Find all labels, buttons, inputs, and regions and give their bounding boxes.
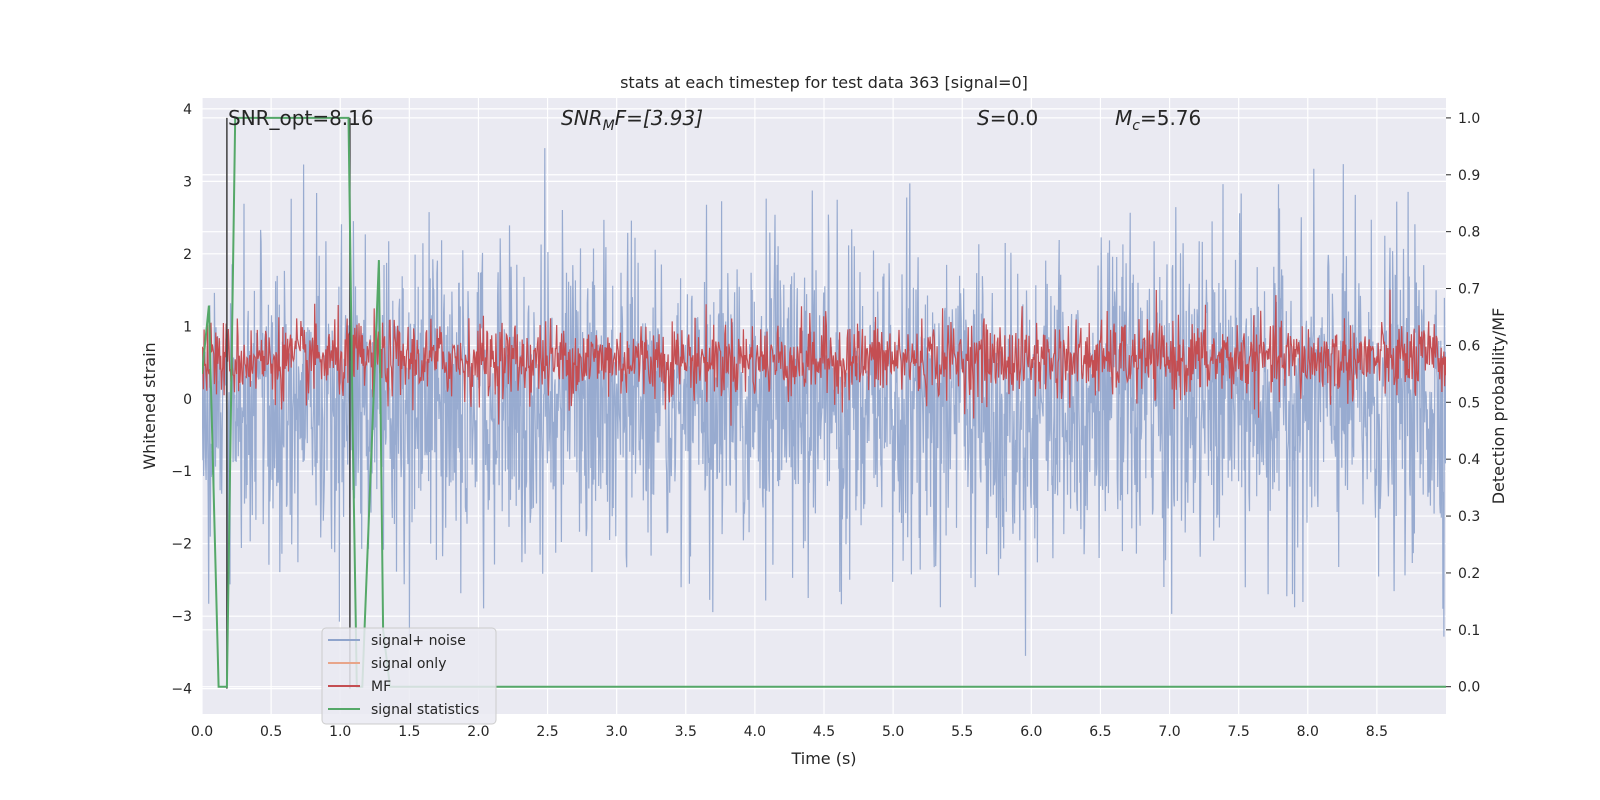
signal-statistics-series: [202, 116, 1446, 688]
snr-mf-sub: M: [603, 118, 615, 134]
y2-tick-label: 0.0: [1458, 680, 1480, 696]
x-tick-label: 1.5: [398, 724, 420, 740]
legend: signal+ noise signal only MF signal stat…: [321, 627, 497, 725]
snr-opt-annotation: SNR_opt=8.16: [228, 106, 374, 130]
signal-noise-series: [202, 148, 1446, 656]
y2-tick-label: 0.6: [1458, 338, 1480, 354]
y-tick-label: 1: [183, 319, 192, 335]
x-tick-label: 4.5: [813, 724, 835, 740]
mf-series: [202, 289, 1446, 426]
y-tick-label: −4: [171, 682, 192, 698]
s-annotation: S=0.0: [977, 106, 1038, 130]
y-axis-label: Whitened strain: [140, 342, 159, 469]
x-tick-label: 4.0: [744, 724, 766, 740]
x-tick-label: 5.0: [882, 724, 904, 740]
y2-tick-label: 0.9: [1458, 168, 1480, 184]
legend-signal-statistics: signal statistics: [371, 702, 479, 718]
y2-tick-label: 0.8: [1458, 225, 1480, 241]
legend-signal-noise: signal+ noise: [371, 633, 466, 649]
mc-main: M: [1115, 106, 1132, 130]
legend-signal-only: signal only: [371, 656, 446, 672]
y-tick-label: 4: [183, 102, 192, 118]
s-main: S: [977, 106, 990, 130]
legend-mf: MF: [371, 679, 391, 695]
y-tick-labels: 4 3 2 1 0 −1 −2 −3 −4: [171, 102, 192, 698]
mc-sub: c: [1132, 118, 1140, 134]
y-tick-label: −2: [171, 537, 192, 553]
x-tick-label: 6.0: [1020, 724, 1042, 740]
mc-rest: =5.76: [1140, 106, 1201, 130]
mc-annotation: Mc=5.76: [1115, 106, 1201, 134]
x-tick-label: 0.0: [191, 724, 213, 740]
snr-mf-rest: F=[3.93]: [615, 106, 703, 130]
chart-title: stats at each timestep for test data 363…: [620, 73, 1028, 92]
y2-tick-label: 0.3: [1458, 509, 1480, 525]
y2-tick-label: 0.2: [1458, 566, 1480, 582]
y2-tick-label: 0.7: [1458, 282, 1480, 298]
y2-axis-label: Detection probability/MF: [1489, 308, 1508, 505]
y2-tick-label: 0.5: [1458, 395, 1480, 411]
x-tick-label: 3.0: [606, 724, 628, 740]
x-axis-label: Time (s): [790, 749, 856, 768]
s-rest: =0.0: [990, 106, 1039, 130]
x-tick-label: 7.5: [1228, 724, 1250, 740]
y-tick-label: 2: [183, 247, 192, 263]
x-tick-label: 8.5: [1366, 724, 1388, 740]
x-tick-label: 7.0: [1158, 724, 1180, 740]
x-tick-label: 2.0: [467, 724, 489, 740]
y2-tick-labels: 1.0 0.9 0.8 0.7 0.6 0.5 0.4 0.3 0.2 0.1 0.0: [1458, 111, 1480, 696]
x-tick-label: 6.5: [1089, 724, 1111, 740]
y2-tick-label: 0.4: [1458, 452, 1480, 468]
x-tick-label: 8.0: [1297, 724, 1319, 740]
snr-mf-main: SNR: [561, 106, 603, 130]
x-tick-label: 2.5: [536, 724, 558, 740]
x-tick-label: 0.5: [260, 724, 282, 740]
x-tick-label: 1.0: [329, 724, 351, 740]
y-tick-label: 3: [183, 174, 192, 190]
y-tick-label: −1: [171, 464, 192, 480]
y-tick-label: 0: [183, 392, 192, 408]
y2-tick-label: 0.1: [1458, 623, 1480, 639]
x-tick-label: 5.5: [951, 724, 973, 740]
x-tick-label: 3.5: [675, 724, 697, 740]
y2-tick-label: 1.0: [1458, 111, 1480, 127]
snr-mf-annotation: SNRMF=[3.93]: [561, 106, 703, 134]
x-tick-labels: 0.0 0.5 1.0 1.5 2.0 2.5 3.0 3.5 4.0 4.5 5.0 5.5 6.0 6…: [191, 724, 1388, 740]
y-tick-label: −3: [171, 609, 192, 625]
